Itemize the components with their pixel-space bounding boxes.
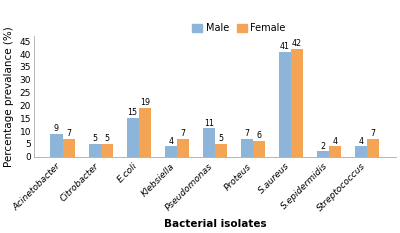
Bar — [291, 49, 303, 157]
Bar — [88, 144, 101, 157]
Text: 15: 15 — [128, 108, 138, 117]
Bar — [329, 146, 341, 157]
Text: 5: 5 — [218, 134, 224, 143]
Bar — [279, 52, 291, 157]
Bar — [126, 118, 139, 157]
Bar — [367, 139, 379, 157]
Text: 6: 6 — [256, 131, 262, 140]
Text: 7: 7 — [371, 129, 376, 138]
Text: 4: 4 — [168, 137, 173, 146]
Bar — [215, 144, 227, 157]
Bar — [317, 151, 329, 157]
Text: 19: 19 — [140, 98, 150, 107]
Text: 2: 2 — [320, 142, 326, 151]
Bar — [203, 128, 215, 157]
Bar — [355, 146, 367, 157]
Bar — [253, 141, 265, 157]
Text: 7: 7 — [180, 129, 186, 138]
Text: 11: 11 — [204, 119, 214, 128]
Bar — [241, 139, 253, 157]
Bar — [177, 139, 189, 157]
Bar — [101, 144, 113, 157]
Bar — [50, 134, 63, 157]
Text: 4: 4 — [333, 137, 338, 146]
Legend: Male, Female: Male, Female — [188, 19, 290, 37]
Text: 9: 9 — [54, 124, 59, 133]
Text: 41: 41 — [280, 42, 290, 51]
Text: 4: 4 — [359, 137, 364, 146]
Text: 42: 42 — [292, 39, 302, 48]
Bar — [165, 146, 177, 157]
Text: 7: 7 — [244, 129, 250, 138]
Y-axis label: Percentage prevalance (%): Percentage prevalance (%) — [4, 26, 14, 167]
X-axis label: Bacterial isolates: Bacterial isolates — [164, 219, 266, 229]
Bar — [63, 139, 75, 157]
Text: 5: 5 — [104, 134, 109, 143]
Text: 5: 5 — [92, 134, 97, 143]
Text: 7: 7 — [66, 129, 71, 138]
Bar — [139, 108, 151, 157]
